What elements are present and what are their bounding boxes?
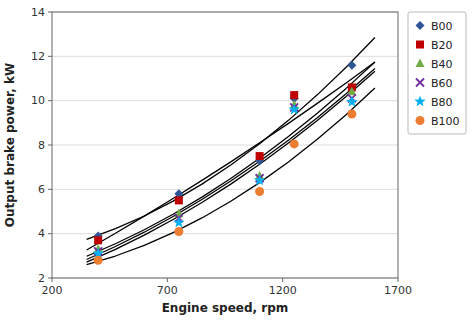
point [255, 187, 264, 196]
y-tick-label: 4 [38, 227, 45, 240]
x-tick [52, 278, 53, 282]
fit-line [87, 88, 375, 265]
y-tick [48, 145, 52, 146]
legend-symbol [416, 79, 424, 87]
fit-line [87, 62, 375, 256]
legend-symbol [414, 96, 425, 107]
x-tick-label: 200 [42, 284, 63, 297]
x-tick [398, 278, 399, 282]
fit-line [87, 69, 375, 260]
point [173, 217, 184, 228]
grid-line [52, 100, 398, 101]
legend-box [408, 12, 466, 134]
y-tick-label: 8 [38, 139, 45, 152]
point [347, 109, 356, 118]
point [254, 174, 265, 185]
fit-line [87, 62, 375, 250]
grid-line [52, 145, 398, 146]
legend-symbol [416, 41, 424, 49]
point [290, 91, 298, 99]
point [290, 139, 299, 148]
y-tick [48, 100, 52, 101]
legend-label: B00 [431, 20, 453, 33]
y-axis-label: Output brake power, kW [3, 63, 17, 227]
point [346, 96, 357, 107]
legend-label: B20 [431, 39, 453, 52]
point [288, 104, 299, 115]
legend-symbol [416, 59, 425, 68]
plot-marks [87, 37, 375, 264]
legend-label: B80 [431, 96, 453, 109]
legend-label: B40 [431, 58, 453, 71]
legend: B00 B20 B40 B60 B80 B100 [408, 12, 466, 134]
point [174, 227, 183, 236]
point [347, 87, 356, 96]
y-tick-label: 10 [31, 94, 45, 107]
grid-line [52, 56, 398, 57]
point [256, 152, 264, 160]
x-tick-label: 1700 [384, 284, 412, 297]
x-tick [282, 278, 283, 282]
chart: 2 4 6 8 10 12 14 200 700 1200 1700 Engine speed, rp… [0, 0, 474, 321]
x-tick-label: 1200 [269, 284, 297, 297]
y-tick-label: 12 [31, 50, 45, 63]
y-tick [48, 56, 52, 57]
y-tick [48, 189, 52, 190]
point [94, 256, 103, 265]
y-tick [48, 12, 52, 13]
legend-label: B100 [431, 115, 460, 128]
y-tick-label: 6 [38, 183, 45, 196]
legend-label: B60 [431, 77, 453, 90]
x-axis-label: Engine speed, rpm [162, 301, 289, 315]
y-tick [48, 233, 52, 234]
x-tick-label: 700 [157, 284, 178, 297]
grid-line [52, 189, 398, 190]
legend-symbol [416, 116, 425, 125]
plot-frame [52, 12, 398, 278]
legend-symbol [416, 21, 425, 30]
fit-line [87, 37, 375, 239]
y-tick [48, 278, 52, 279]
point [347, 61, 356, 70]
x-tick [167, 278, 168, 282]
fit-line [87, 71, 375, 262]
background [0, 0, 474, 321]
point [175, 196, 183, 204]
y-tick-label: 14 [31, 6, 45, 19]
point [94, 236, 102, 244]
y-tick-label: 2 [38, 272, 45, 285]
